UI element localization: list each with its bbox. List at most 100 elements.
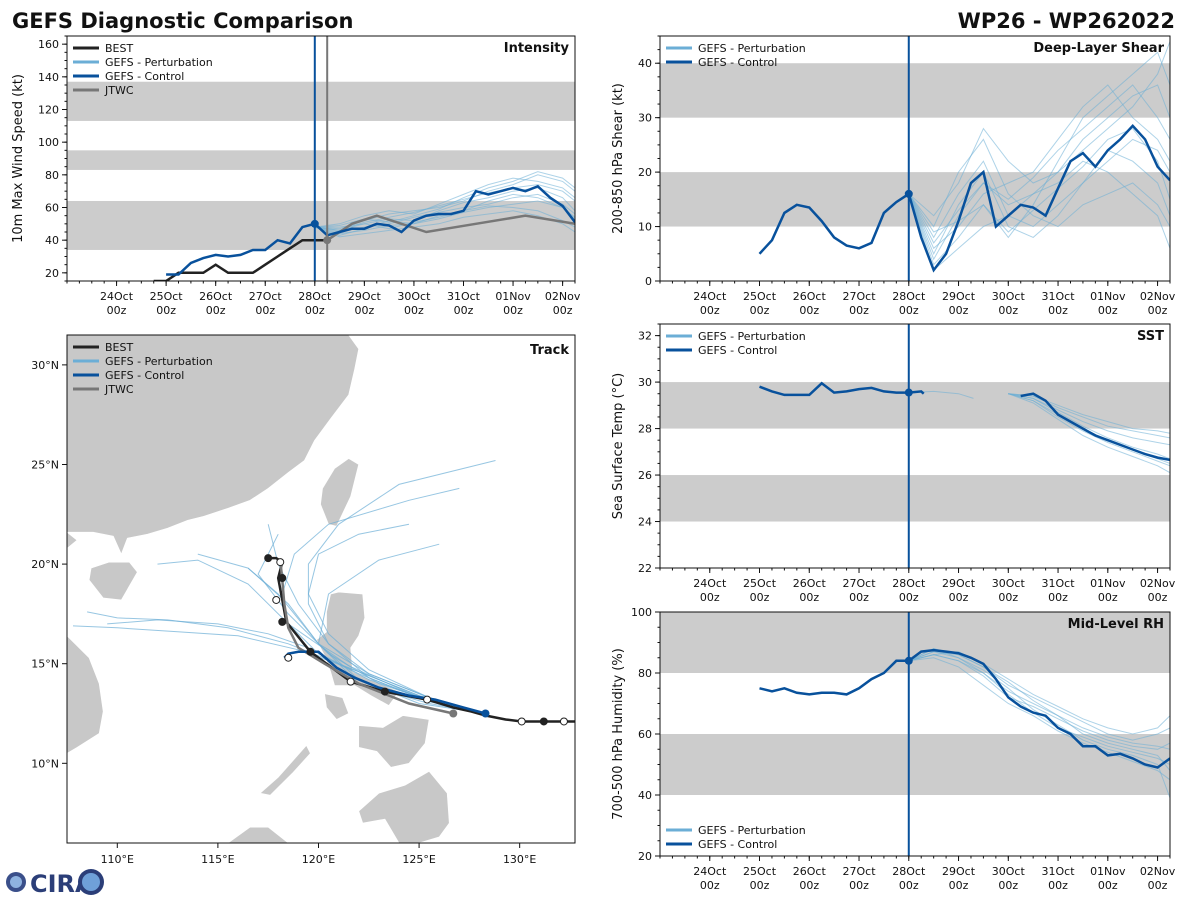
x-tick-label-day: 28Oct <box>298 290 332 303</box>
y-tick-label: 40 <box>45 234 59 247</box>
y-tick-label: 30 <box>638 376 652 389</box>
y-tick-label: 80 <box>45 169 59 182</box>
x-tick-label-hour: 00z <box>899 879 919 892</box>
x-tick-label-day: 30Oct <box>992 865 1026 878</box>
control-line <box>758 123 1170 273</box>
x-tick-label-hour: 00z <box>998 304 1018 317</box>
legend-label: GEFS - Control <box>105 369 184 382</box>
best-track-marker <box>272 595 281 604</box>
panel-title: Track <box>530 343 569 358</box>
x-tick-label-day: 24Oct <box>693 290 727 303</box>
x-tick-label-hour: 00z <box>1048 879 1068 892</box>
x-tick-label-hour: 00z <box>404 304 424 317</box>
control-init-marker <box>310 219 319 228</box>
plot-area <box>660 36 1170 281</box>
y-tick-label: 80 <box>638 667 652 680</box>
legend-label: BEST <box>105 341 133 354</box>
panel-title: SST <box>1137 329 1164 344</box>
control-init-marker <box>904 189 913 198</box>
best-track-marker <box>559 717 568 726</box>
x-tick-label-day: 30Oct <box>397 290 431 303</box>
track-panel: 110°E 115°E 120°E 125°E 130°E 10°N 15°N 20°N 25°… <box>31 334 576 866</box>
perturbation-line <box>908 654 1170 750</box>
legend-label: GEFS - Perturbation <box>698 824 806 837</box>
sst-panel: 22242628303224Oct00z25Oct00z26Oct00z27Oc… <box>611 323 1176 604</box>
x-tick-label-day: 02Nov <box>1140 290 1176 303</box>
legend-label: GEFS - Control <box>698 56 777 69</box>
legend-label: GEFS - Perturbation <box>105 56 213 69</box>
y-tick-label: 24 <box>638 516 652 529</box>
perturbation-line <box>1008 393 1170 474</box>
control-line <box>166 184 575 276</box>
y-tick-label: 20 <box>638 166 652 179</box>
x-tick-label-day: 24Oct <box>693 865 727 878</box>
threshold-band <box>67 150 575 170</box>
legend-label: JTWC <box>104 383 134 396</box>
y-tick-label: 32 <box>638 330 652 343</box>
perturbation-line <box>908 648 1170 765</box>
y-tick-label: 15°N <box>31 658 59 671</box>
x-tick-label-hour: 00z <box>899 304 919 317</box>
perturbation-line <box>314 177 575 228</box>
y-tick-label: 10 <box>638 221 652 234</box>
map-area <box>67 335 575 843</box>
plot-area <box>660 324 1170 568</box>
x-tick-label-hour: 00z <box>750 591 770 604</box>
best-track-marker <box>423 695 432 704</box>
y-tick-label: 28 <box>638 423 652 436</box>
perturbation-line <box>908 127 1170 233</box>
x-tick-label-hour: 00z <box>799 591 819 604</box>
x-tick-label-hour: 00z <box>1048 304 1068 317</box>
x-tick-label-day: 28Oct <box>892 577 926 590</box>
y-tick-label: 40 <box>638 57 652 70</box>
perturbation-line <box>908 41 1170 217</box>
best-track-marker <box>284 653 293 662</box>
legend-label: JTWC <box>104 84 134 97</box>
x-tick-label-day: 27Oct <box>843 577 877 590</box>
jtwc-track <box>279 559 454 715</box>
x-tick-label-day: 30Oct <box>992 290 1026 303</box>
plot-area <box>67 36 575 281</box>
control-track <box>283 650 486 715</box>
y-axis-label: 700-500 hPa Humidity (%) <box>611 648 626 820</box>
panel-title: Mid-Level RH <box>1068 617 1164 632</box>
y-axis-label: 10m Max Wind Speed (kt) <box>11 74 26 243</box>
x-tick-label-day: 27Oct <box>843 865 877 878</box>
y-tick-label: 20 <box>638 850 652 863</box>
logo-seal-inner-icon <box>82 873 100 891</box>
x-tick-label-day: 28Oct <box>892 290 926 303</box>
x-tick-label-day: 01Nov <box>495 290 531 303</box>
control-init-marker <box>481 709 490 718</box>
x-tick-label-hour: 00z <box>107 304 127 317</box>
perturbation-line <box>908 657 1170 781</box>
x-tick-label-day: 30Oct <box>992 577 1026 590</box>
legend-label: GEFS - Perturbation <box>698 42 806 55</box>
best-track-marker <box>346 677 355 686</box>
x-tick-label-hour: 00z <box>949 591 969 604</box>
best-track-marker <box>306 647 315 656</box>
control-init-marker <box>904 388 913 397</box>
perturbation-line <box>908 51 1170 266</box>
x-tick-label-hour: 00z <box>750 304 770 317</box>
plot-frame <box>659 323 1171 569</box>
x-tick-label-day: 25Oct <box>743 577 777 590</box>
x-tick-label-day: 01Nov <box>1090 865 1126 878</box>
legend-label: GEFS - Perturbation <box>105 355 213 368</box>
perturbation-line <box>314 184 575 231</box>
best-track-marker <box>380 687 389 696</box>
land-taiwan <box>320 458 360 527</box>
y-tick-label: 10°N <box>31 757 59 770</box>
x-tick-label-hour: 00z <box>1098 879 1118 892</box>
x-tick-label-hour: 00z <box>949 879 969 892</box>
x-tick-label-day: 31Oct <box>1042 577 1076 590</box>
x-tick-label-day: 26Oct <box>199 290 233 303</box>
perturbation-line <box>314 210 575 238</box>
x-tick-label-hour: 00z <box>503 304 523 317</box>
panel-title: Deep-Layer Shear <box>1033 41 1164 56</box>
threshold-band <box>67 81 575 121</box>
perturbation-line <box>1008 393 1170 434</box>
legend-label: GEFS - Control <box>698 344 777 357</box>
intensity-panel: 2040608010012014016024Oct00z25Oct00z26Oc… <box>11 35 581 317</box>
x-tick-label-hour: 00z <box>305 304 325 317</box>
x-tick-label-day: 24Oct <box>100 290 134 303</box>
